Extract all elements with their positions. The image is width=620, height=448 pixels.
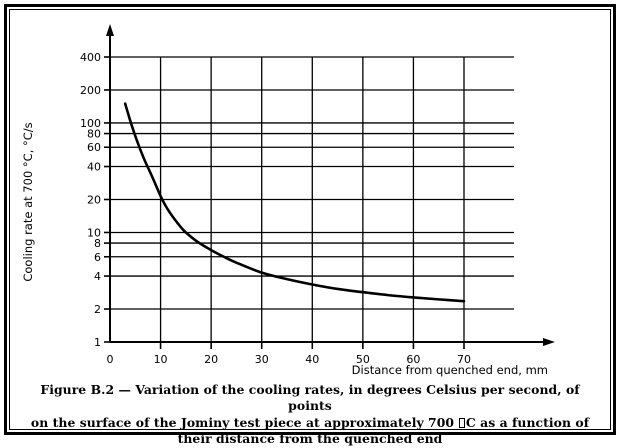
y-axis-title: Cooling rate at 700 °C, °C/s: [21, 122, 35, 281]
svg-text:40: 40: [87, 161, 101, 174]
x-axis: [110, 338, 555, 346]
cooling-rate-chart: 1 2 4 6 8 10 20 40 60 80 100 200 400 0 10 20 30 40 50 60 70…: [10, 10, 610, 380]
svg-text:4: 4: [94, 270, 101, 283]
svg-text:8: 8: [94, 237, 101, 250]
svg-text:60: 60: [87, 141, 101, 154]
svg-text:50: 50: [356, 353, 370, 366]
svg-text:200: 200: [80, 84, 101, 97]
svg-text:70: 70: [457, 353, 471, 366]
svg-text:6: 6: [94, 251, 101, 264]
page-border-inner: [9, 9, 611, 430]
caption-line-3: their distance from the quenched end: [177, 431, 443, 447]
x-axis-tick-labels: 0 10 20 30 40 50 60 70: [107, 353, 472, 366]
caption-line-2-part-b: C as a function of: [465, 414, 590, 430]
svg-text:80: 80: [87, 128, 101, 141]
svg-text:10: 10: [87, 226, 101, 239]
svg-text:100: 100: [80, 117, 101, 130]
svg-text:30: 30: [255, 353, 269, 366]
grid-lines-vertical: [159, 57, 465, 342]
x-axis-title: Distance from quenched end, mm: [352, 363, 548, 377]
data-series-cooling-rate: [123, 102, 466, 303]
caption-line-2: on the surface of the Jominy test piece …: [24, 415, 596, 431]
figure-page: 1 2 4 6 8 10 20 40 60 80 100 200 400 0 10 20 30 40 50 60 70…: [4, 4, 616, 447]
svg-text:60: 60: [406, 353, 420, 366]
svg-text:40: 40: [305, 353, 319, 366]
y-axis: [106, 24, 114, 342]
page-border-outer: [4, 4, 616, 435]
svg-text:1: 1: [94, 336, 101, 349]
caption-line-1: Figure B.2 — Variation of the cooling ra…: [40, 382, 580, 414]
missing-glyph-degree-icon: [458, 417, 466, 428]
svg-text:2: 2: [94, 303, 101, 316]
svg-text:20: 20: [87, 194, 101, 207]
x-axis-tick-marks: [159, 342, 465, 349]
svg-text:0: 0: [107, 353, 114, 366]
svg-text:400: 400: [80, 51, 101, 64]
y-axis-tick-marks: [104, 56, 110, 343]
svg-text:20: 20: [204, 353, 218, 366]
figure-container: 1 2 4 6 8 10 20 40 60 80 100 200 400 0 10 20 30 40 50 60 70…: [10, 10, 610, 446]
figure-caption: Figure B.2 — Variation of the cooling ra…: [24, 382, 596, 448]
caption-line-2-part-a: on the surface of the Jominy test piece …: [30, 414, 459, 430]
svg-text:10: 10: [154, 353, 168, 366]
